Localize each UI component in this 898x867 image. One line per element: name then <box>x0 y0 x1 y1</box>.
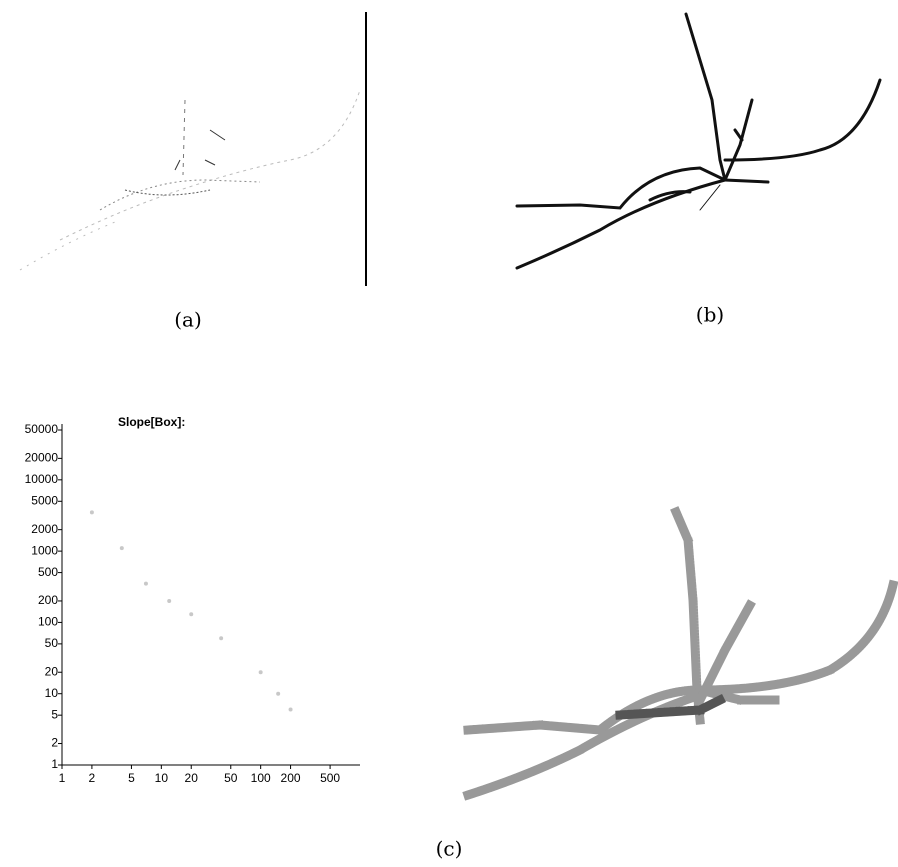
point <box>288 707 293 712</box>
x-tick-label: 10 <box>155 771 169 785</box>
y-tick-label: 100 <box>38 615 58 629</box>
x-tick-label: 200 <box>281 771 301 785</box>
y-tick-label: 2000 <box>31 522 58 536</box>
caption-a: (a) <box>174 308 202 332</box>
point <box>119 546 124 551</box>
y-tick-label: 5000 <box>31 493 58 507</box>
y-tick-label: 20000 <box>25 451 59 465</box>
caption-b: (b) <box>696 303 724 327</box>
y-tick-label: 500 <box>38 565 58 579</box>
y-tick-label: 20 <box>45 664 59 678</box>
x-tick-label: 2 <box>89 771 96 785</box>
y-tick-label: 50000 <box>25 422 59 436</box>
point <box>219 636 224 641</box>
point <box>258 670 263 675</box>
y-tick-label: 10 <box>45 686 59 700</box>
point <box>89 510 94 515</box>
point <box>276 691 281 696</box>
x-tick-label: 50 <box>224 771 238 785</box>
x-tick-label: 20 <box>185 771 199 785</box>
y-tick-label: 50 <box>45 636 59 650</box>
y-tick-label: 1 <box>51 757 58 771</box>
point <box>189 612 194 617</box>
y-tick-label: 2 <box>51 736 58 750</box>
point <box>143 581 148 586</box>
panel-b-image <box>515 12 882 270</box>
x-tick-label: 5 <box>128 771 135 785</box>
x-tick-label: 1 <box>59 771 66 785</box>
y-tick-label: 1000 <box>31 543 58 557</box>
panel-c-image <box>462 506 898 801</box>
x-tick-label: 100 <box>251 771 271 785</box>
y-tick-label: 5 <box>51 707 58 721</box>
caption-c: (c) <box>436 837 463 861</box>
point <box>167 598 172 603</box>
y-tick-label: 200 <box>38 593 58 607</box>
chart-title: Slope[Box]: <box>118 415 185 429</box>
x-tick-label: 500 <box>320 771 340 785</box>
panel-a-image <box>19 89 361 271</box>
y-tick-label: 10000 <box>25 472 59 486</box>
